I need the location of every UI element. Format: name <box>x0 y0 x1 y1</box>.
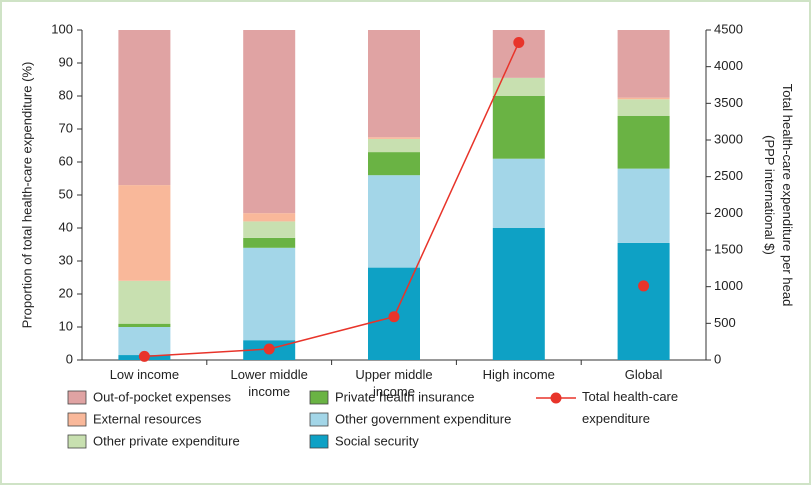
y2-tick-label: 0 <box>714 351 721 366</box>
legend-label: Other private expenditure <box>93 433 240 448</box>
bar-segment <box>368 152 420 176</box>
bar-segment <box>243 30 296 214</box>
y-tick-label: 30 <box>59 252 73 267</box>
y-tick-label: 60 <box>59 153 73 168</box>
y2-tick-label: 2500 <box>714 168 743 183</box>
x-tick-label: Lower middle income <box>231 367 308 399</box>
y2-tick-label: 1500 <box>714 241 743 256</box>
bar-segment <box>243 237 296 248</box>
x-tick-label: Global <box>625 367 663 382</box>
line <box>144 42 520 358</box>
y-tick-label: 80 <box>59 87 73 102</box>
bar-segment <box>118 323 171 327</box>
y2-tick-label: 4500 <box>714 21 743 36</box>
y2-tick-label: 500 <box>714 315 736 330</box>
bar-segment <box>368 137 420 139</box>
y-tick-label: 20 <box>59 285 73 300</box>
y-axis-label: Proportion of total health-care expendit… <box>19 62 34 329</box>
legend-marker <box>550 392 562 404</box>
line-point <box>263 343 275 355</box>
legend-label: Social security <box>335 433 419 448</box>
y-tick-label: 100 <box>51 21 73 36</box>
line-point <box>388 311 400 323</box>
bar-segment <box>492 96 545 159</box>
bar-segment <box>617 99 670 116</box>
line-point <box>513 36 525 48</box>
bar-segment <box>243 221 296 238</box>
legend-label: Private health insurance <box>335 389 474 404</box>
y2-tick-label: 2000 <box>714 205 743 220</box>
line-point <box>138 350 150 362</box>
line-point <box>638 280 650 292</box>
bar-segment <box>368 138 420 153</box>
bar-segment <box>617 242 670 360</box>
bar-segment <box>118 185 171 281</box>
bar-segment <box>617 30 670 98</box>
bar-segment <box>617 115 670 169</box>
bar-segment <box>492 228 545 360</box>
y2-tick-label: 3000 <box>714 131 743 146</box>
bar-segment <box>492 77 545 96</box>
legend-swatch <box>67 434 87 449</box>
legend-label: Total health-care expenditure <box>582 389 678 426</box>
x-tick-label: High income <box>483 367 555 382</box>
y2-axis-label: Total health-care expenditure per head(P… <box>762 84 795 307</box>
x-tick-label: Upper middle income <box>355 367 432 399</box>
legend-swatch <box>67 412 87 427</box>
y2-tick-label: 3500 <box>714 95 743 110</box>
legend-swatch <box>309 390 329 405</box>
bar-segment <box>617 168 670 243</box>
y-tick-label: 40 <box>59 219 73 234</box>
bar-segment <box>243 213 296 222</box>
y-tick-label: 0 <box>66 351 73 366</box>
y-tick-label: 50 <box>59 186 73 201</box>
bar-segment <box>118 30 171 186</box>
bar-segment <box>368 30 420 138</box>
legend-label: Other government expenditure <box>335 411 511 426</box>
legend-label: Out-of-pocket expenses <box>93 389 232 404</box>
y-tick-label: 10 <box>59 318 73 333</box>
legend-label: External resources <box>93 411 202 426</box>
bar-segment <box>617 97 670 100</box>
x-tick-label: Low income <box>110 367 179 382</box>
legend-swatch <box>67 390 87 405</box>
bar-segment <box>118 280 171 324</box>
bar-segment <box>243 247 296 341</box>
bar-segment <box>492 158 545 228</box>
y2-tick-label: 1000 <box>714 278 743 293</box>
bar-segment <box>368 175 420 268</box>
y-tick-label: 70 <box>59 120 73 135</box>
legend-swatch <box>309 412 329 427</box>
legend-swatch <box>309 434 329 449</box>
y-tick-label: 90 <box>59 54 73 69</box>
y2-tick-label: 4000 <box>714 58 743 73</box>
bar-segment <box>118 327 171 356</box>
